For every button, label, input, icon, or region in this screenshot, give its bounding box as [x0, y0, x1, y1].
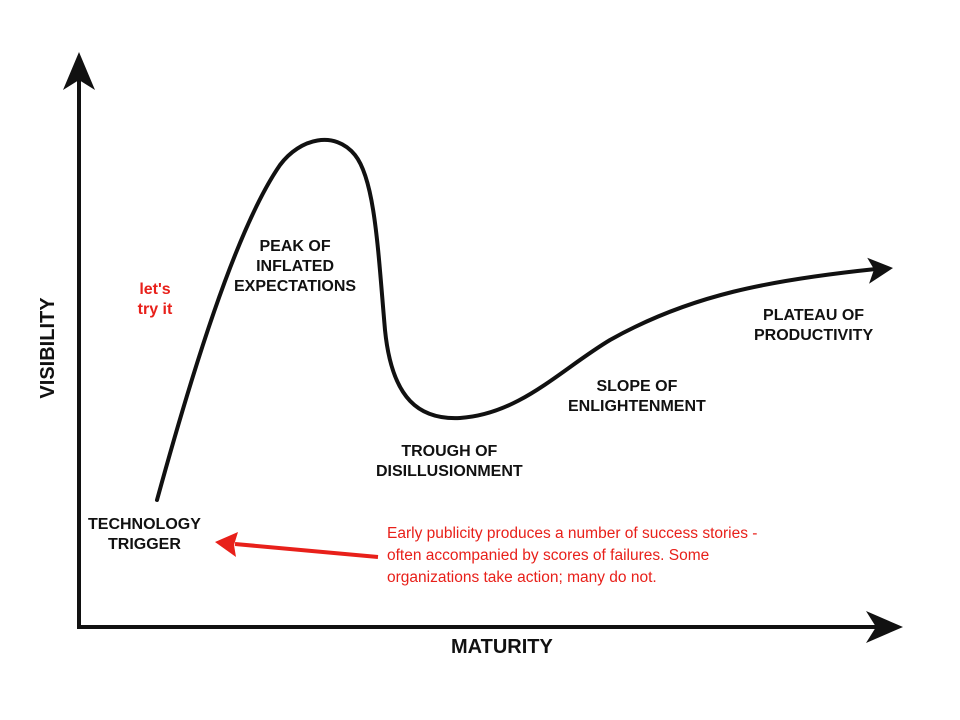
y-axis-label: VISIBILITY: [37, 297, 59, 399]
phase-trough-of-disillusionment: TROUGH OF DISILLUSIONMENT: [376, 442, 523, 482]
note-line: often accompanied by scores of failures.…: [387, 547, 710, 564]
phase-line: PRODUCTIVITY: [754, 327, 874, 344]
lets-try-it-note: let's try it: [128, 280, 182, 320]
phase-line: DISILLUSIONMENT: [376, 463, 523, 480]
hype-curve: [155, 138, 878, 502]
phase-plateau-of-productivity: PLATEAU OF PRODUCTIVITY: [754, 306, 873, 346]
phase-slope-of-enlightenment: SLOPE OF ENLIGHTENMENT: [568, 377, 706, 417]
phase-line: SLOPE OF: [596, 378, 678, 395]
y-axis-arrowhead: [63, 52, 95, 90]
phase-line: PLATEAU OF: [763, 307, 865, 324]
phase-line: TRIGGER: [108, 536, 181, 553]
x-axis-label: MATURITY: [451, 636, 553, 658]
phase-line: EXPECTATIONS: [234, 278, 357, 295]
phase-line: PEAK OF: [259, 238, 331, 255]
note-line: organizations take action; many do not.: [387, 569, 657, 586]
phase-line: TROUGH OF: [401, 443, 498, 460]
publicity-pointer-line: [234, 542, 379, 559]
publicity-note: Early publicity produces a number of suc…: [387, 523, 757, 589]
publicity-pointer-arrowhead: [215, 532, 238, 557]
x-axis-arrowhead: [866, 611, 903, 643]
curve-arrowhead: [867, 257, 893, 284]
phase-line: ENLIGHTENMENT: [568, 398, 706, 415]
note-line: try it: [137, 301, 173, 318]
note-line: let's: [139, 281, 171, 298]
phase-technology-trigger: TECHNOLOGY TRIGGER: [88, 515, 201, 555]
phase-peak-of-inflated-expectations: PEAK OF INFLATED EXPECTATIONS: [234, 237, 356, 297]
note-line: Early publicity produces a number of suc…: [387, 525, 758, 542]
phase-line: TECHNOLOGY: [88, 516, 201, 533]
phase-line: INFLATED: [256, 258, 334, 275]
